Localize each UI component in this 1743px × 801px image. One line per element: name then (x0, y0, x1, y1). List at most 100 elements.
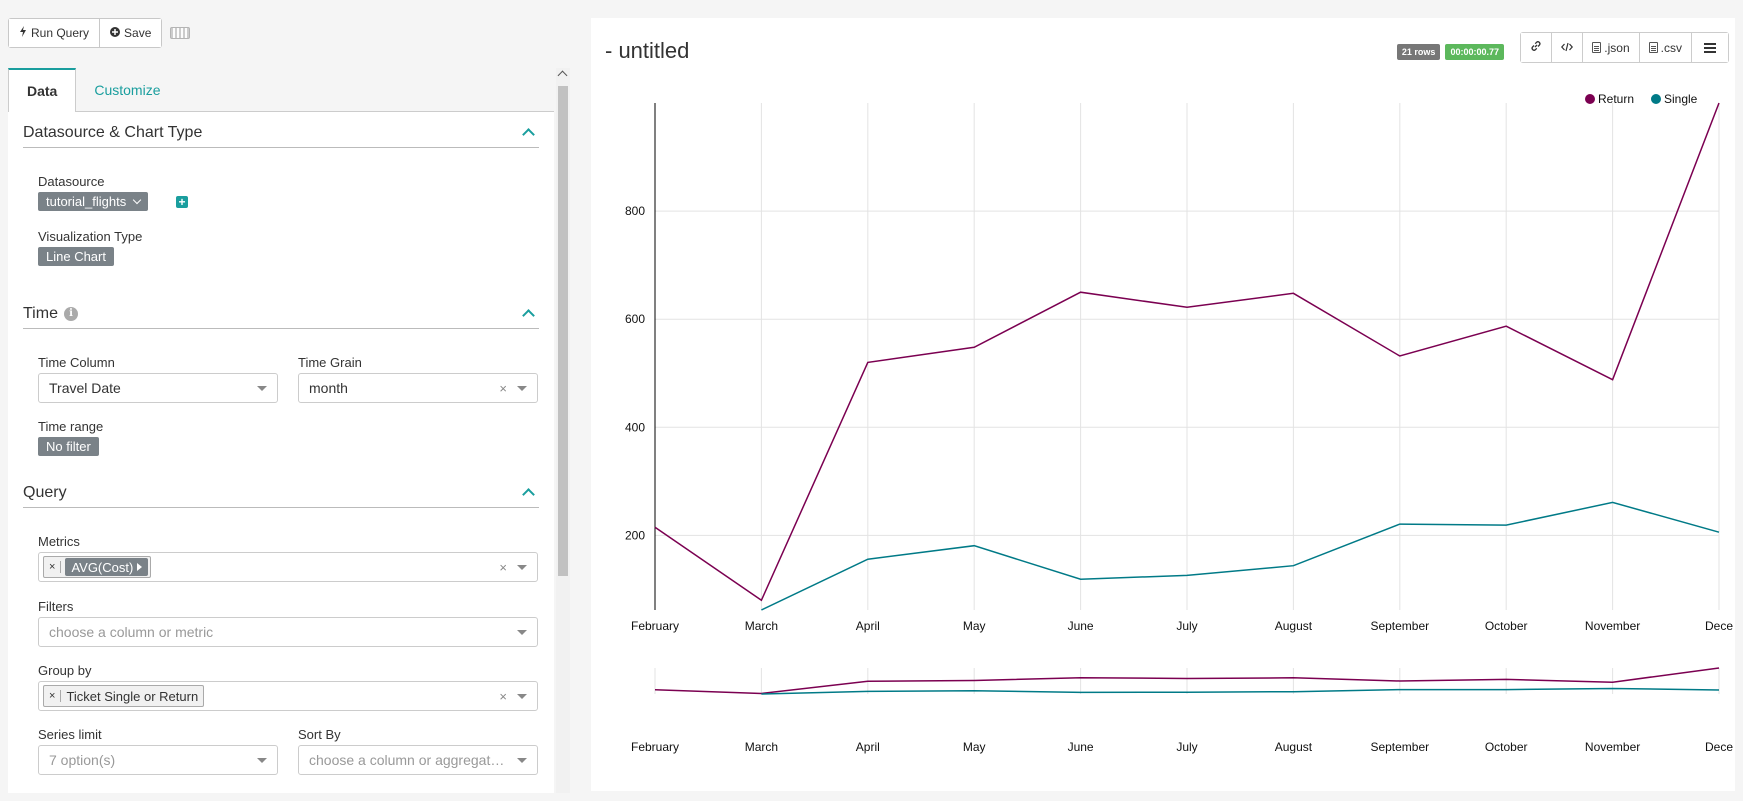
plus-circle-icon (110, 26, 121, 40)
x-tick-label: June (1068, 619, 1094, 633)
series-limit-select[interactable]: 7 option(s) (38, 745, 278, 775)
query-toolbar: Run Query Save (8, 18, 191, 48)
brush-x-tick-label: July (1176, 740, 1197, 754)
datasource-section-title: Datasource & Chart Type (23, 123, 203, 141)
time-column-select[interactable]: Travel Date (38, 373, 278, 403)
link-button[interactable] (1521, 33, 1552, 62)
status-badges: 21 rows 00:00:00.77 (1396, 44, 1504, 60)
time-section-header[interactable]: Time i (23, 299, 539, 329)
chart-panel: - untitled 21 rows 00:00:00.77 .json .cs… (591, 18, 1735, 791)
code-icon (1561, 41, 1574, 55)
brush-x-tick-label: November (1585, 740, 1640, 754)
datasource-select[interactable]: tutorial_flights (38, 192, 149, 211)
time-range-select[interactable]: No filter (38, 437, 99, 456)
datasource-value: tutorial_flights (46, 194, 127, 209)
line-chart: February March April May June July August Septe… (625, 92, 1733, 754)
remove-tag-icon[interactable]: × (44, 561, 62, 573)
chart-title[interactable]: - untitled (605, 38, 690, 63)
groupby-label: Group by (38, 663, 92, 678)
x-tick-label: March (745, 619, 778, 633)
x-tick-label: May (963, 619, 986, 633)
tab-data[interactable]: Data (8, 68, 77, 112)
csv-label: .csv (1660, 40, 1682, 55)
legend-item-return[interactable]: Return (1585, 92, 1634, 106)
brush-x-tick-label: June (1068, 740, 1094, 754)
more-menu-button[interactable] (1691, 33, 1728, 62)
caret-down-icon (517, 630, 527, 635)
export-csv-button[interactable]: .csv (1638, 33, 1691, 62)
save-button[interactable]: Save (99, 19, 162, 47)
query-section-header[interactable]: Query (23, 478, 539, 508)
keyboard-icon[interactable] (170, 27, 191, 39)
chevron-up-icon[interactable] (522, 309, 535, 322)
panel-scrollbar[interactable] (556, 68, 570, 793)
clear-icon[interactable]: × (499, 381, 507, 396)
caret-down-icon (257, 386, 267, 391)
save-label: Save (124, 26, 152, 40)
viz-type-select[interactable]: Line Chart (38, 247, 114, 266)
embed-code-button[interactable] (1551, 33, 1583, 62)
time-column-label: Time Column (38, 355, 115, 370)
x-tick-label: July (1176, 619, 1197, 633)
x-tick-label: November (1585, 619, 1640, 633)
chevron-up-icon[interactable] (522, 488, 535, 501)
export-json-button[interactable]: .json (1582, 33, 1639, 62)
clear-icon[interactable]: × (499, 560, 507, 575)
json-label: .json (1604, 40, 1630, 55)
datasource-section-header[interactable]: Datasource & Chart Type (23, 118, 539, 148)
metrics-select[interactable]: × AVG(Cost) × (38, 552, 538, 582)
series-limit-placeholder: 7 option(s) (49, 752, 116, 768)
brush-x-tick-label: February (631, 740, 679, 754)
add-datasource-icon[interactable]: + (176, 196, 188, 208)
brush-series-single (761, 687, 1720, 695)
x-tick-label: September (1370, 619, 1429, 633)
groupby-value: Ticket Single or Return (66, 688, 199, 704)
clear-icon[interactable]: × (499, 689, 507, 704)
data-form: Datasource & Chart Type Datasource tutor… (8, 112, 554, 793)
groupby-select[interactable]: × Ticket Single or Return × (38, 681, 538, 711)
metric-value: AVG(Cost) (71, 559, 134, 575)
sort-by-label: Sort By (298, 727, 341, 742)
time-range-value: No filter (46, 439, 91, 454)
time-grain-label: Time Grain (298, 355, 362, 370)
scroll-thumb[interactable] (558, 86, 568, 576)
legend-item-single[interactable]: Single (1651, 92, 1698, 106)
x-tick-label: Dece (1705, 619, 1733, 633)
caret-down-icon (257, 758, 267, 763)
query-section-title: Query (23, 483, 67, 501)
query-button-group: Run Query Save (8, 18, 163, 48)
caret-down-icon (517, 758, 527, 763)
filters-select[interactable]: choose a column or metric (38, 617, 538, 647)
x-tick-label: August (1275, 619, 1313, 633)
caret-down-icon (517, 694, 527, 699)
time-column-value: Travel Date (49, 380, 121, 396)
scroll-up-icon[interactable] (557, 70, 568, 81)
info-icon[interactable]: i (63, 306, 78, 321)
metric-pill[interactable]: AVG(Cost) (65, 558, 149, 576)
caret-down-icon (517, 565, 527, 570)
time-section-title-wrap: Time i (23, 305, 78, 323)
sort-by-placeholder: choose a column or aggregate f... (309, 752, 509, 768)
y-tick-label: 400 (625, 420, 645, 434)
filters-label: Filters (38, 599, 74, 614)
time-grain-select[interactable]: month × (298, 373, 538, 403)
y-tick-label: 600 (625, 312, 645, 326)
legend-swatch (1651, 94, 1661, 104)
menu-icon (1704, 46, 1716, 49)
chevron-up-icon[interactable] (522, 128, 535, 141)
filters-placeholder: choose a column or metric (49, 624, 214, 640)
series-line-single (761, 501, 1720, 611)
x-tick-label: February (631, 619, 679, 633)
x-tick-label: October (1485, 619, 1528, 633)
series-line-return (654, 102, 1720, 602)
brush-x-tick-label: March (745, 740, 778, 754)
run-query-button[interactable]: Run Query (9, 19, 100, 47)
legend-label: Return (1598, 92, 1634, 106)
sort-by-select[interactable]: choose a column or aggregate f... (298, 745, 538, 775)
remove-tag-icon[interactable]: × (44, 690, 62, 702)
caret-down-icon (517, 386, 527, 391)
tab-customize[interactable]: Customize (94, 81, 161, 98)
brush-x-tick-label: October (1485, 740, 1528, 754)
brush-x-tick-label: May (963, 740, 986, 754)
brush-series-return (654, 667, 1720, 695)
